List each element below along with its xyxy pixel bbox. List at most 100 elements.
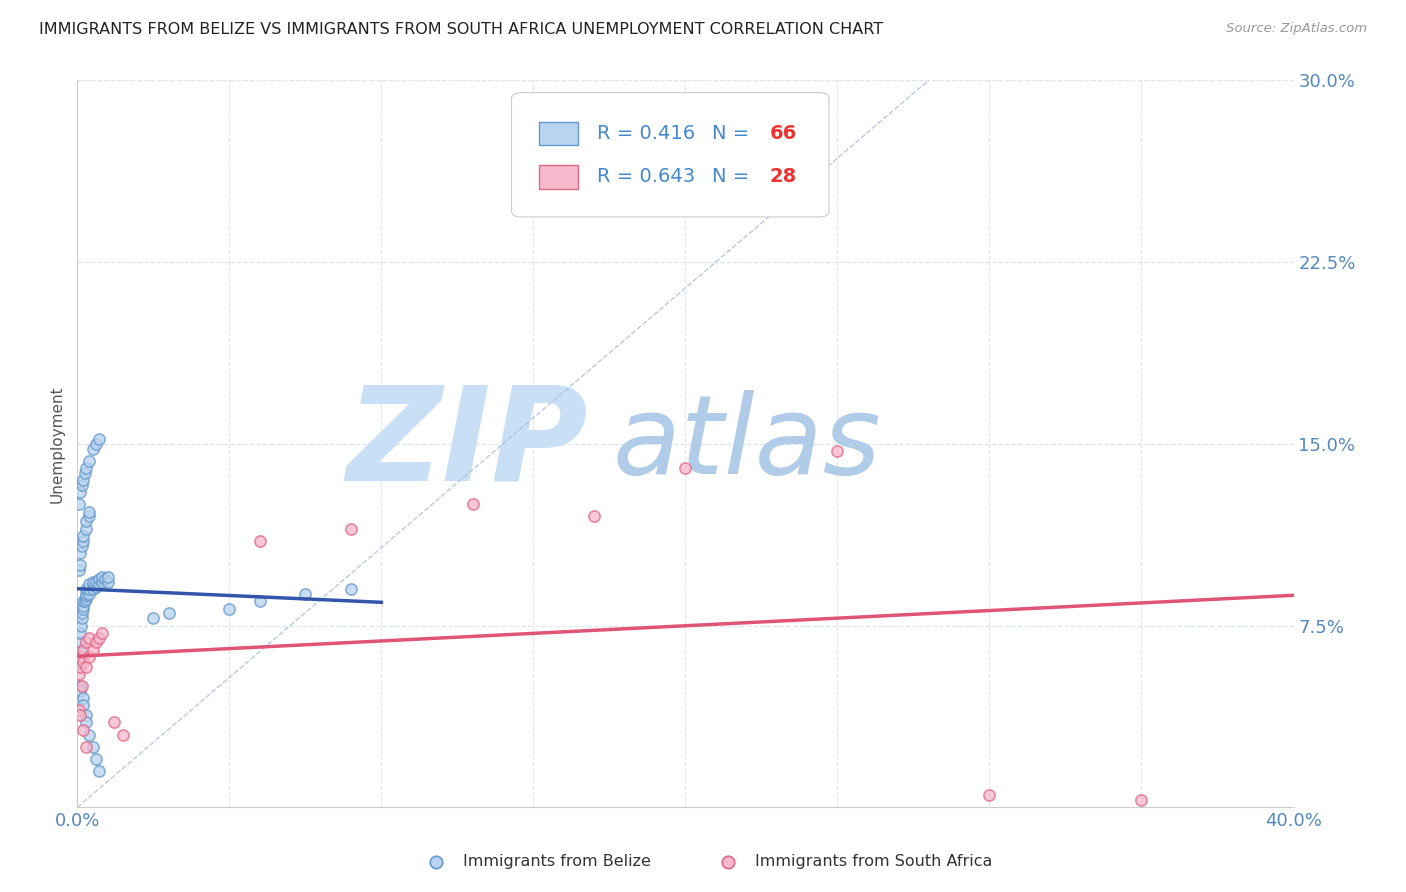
Point bbox=[69, 642, 91, 657]
Point bbox=[84, 574, 107, 589]
Point bbox=[1130, 793, 1153, 807]
Point bbox=[75, 582, 97, 596]
Point bbox=[75, 708, 97, 723]
Text: R = 0.643: R = 0.643 bbox=[596, 168, 695, 186]
Point bbox=[294, 587, 316, 601]
Point bbox=[75, 715, 97, 730]
Point bbox=[340, 522, 363, 536]
Point bbox=[70, 611, 93, 625]
Point bbox=[142, 611, 165, 625]
Text: Immigrants from Belize: Immigrants from Belize bbox=[463, 855, 651, 870]
Point bbox=[75, 635, 97, 649]
Point bbox=[75, 522, 97, 536]
Point bbox=[82, 582, 104, 596]
Text: 28: 28 bbox=[769, 168, 797, 186]
Point bbox=[67, 497, 90, 511]
Point bbox=[72, 691, 94, 706]
Point bbox=[82, 642, 104, 657]
Point bbox=[827, 444, 849, 458]
Point bbox=[84, 436, 107, 450]
Point bbox=[82, 442, 104, 456]
Point bbox=[69, 708, 91, 723]
Point bbox=[72, 698, 94, 713]
Point bbox=[70, 618, 93, 632]
Point bbox=[67, 563, 90, 577]
Point bbox=[157, 607, 180, 621]
Point bbox=[90, 625, 112, 640]
Point bbox=[72, 529, 94, 543]
Point bbox=[79, 631, 101, 645]
Text: Immigrants from South Africa: Immigrants from South Africa bbox=[755, 855, 993, 870]
Point bbox=[72, 723, 94, 737]
Point bbox=[82, 577, 104, 591]
Point bbox=[75, 587, 97, 601]
Point bbox=[90, 570, 112, 584]
Point bbox=[69, 650, 91, 665]
Point bbox=[583, 509, 606, 524]
Point bbox=[72, 594, 94, 608]
Point bbox=[84, 752, 107, 766]
Point bbox=[82, 739, 104, 754]
Text: Source: ZipAtlas.com: Source: ZipAtlas.com bbox=[1226, 22, 1367, 36]
Point bbox=[73, 466, 96, 480]
Point bbox=[87, 432, 110, 446]
Text: N =: N = bbox=[713, 124, 755, 143]
Point bbox=[87, 573, 110, 587]
FancyBboxPatch shape bbox=[540, 121, 578, 145]
Point bbox=[461, 497, 484, 511]
Point bbox=[70, 679, 93, 693]
Point bbox=[69, 659, 91, 673]
Text: N =: N = bbox=[713, 168, 755, 186]
Point bbox=[70, 478, 93, 492]
Point bbox=[72, 599, 94, 614]
Point bbox=[72, 642, 94, 657]
Point bbox=[84, 635, 107, 649]
Point bbox=[84, 580, 107, 594]
Text: IMMIGRANTS FROM BELIZE VS IMMIGRANTS FROM SOUTH AFRICA UNEMPLOYMENT CORRELATION : IMMIGRANTS FROM BELIZE VS IMMIGRANTS FRO… bbox=[39, 22, 883, 37]
Point bbox=[75, 461, 97, 475]
Point bbox=[67, 655, 90, 669]
Point bbox=[79, 509, 101, 524]
Point bbox=[87, 764, 110, 778]
Point bbox=[675, 461, 697, 475]
Point bbox=[69, 558, 91, 572]
Text: R = 0.416: R = 0.416 bbox=[596, 124, 695, 143]
Point bbox=[72, 473, 94, 487]
Point bbox=[79, 728, 101, 742]
Point bbox=[111, 728, 134, 742]
Point bbox=[340, 582, 363, 596]
Point bbox=[70, 607, 93, 621]
Point bbox=[249, 594, 271, 608]
Point bbox=[90, 574, 112, 589]
Point bbox=[69, 625, 91, 640]
Point bbox=[218, 601, 240, 615]
Text: atlas: atlas bbox=[613, 391, 882, 497]
Point bbox=[75, 659, 97, 673]
Point bbox=[79, 454, 101, 468]
Point bbox=[75, 739, 97, 754]
Point bbox=[97, 570, 120, 584]
Point bbox=[79, 587, 101, 601]
Point bbox=[73, 594, 96, 608]
Text: 66: 66 bbox=[769, 124, 797, 143]
Point bbox=[79, 582, 101, 596]
Point bbox=[75, 514, 97, 528]
Point bbox=[69, 635, 91, 649]
Point bbox=[79, 577, 101, 591]
Point bbox=[93, 573, 115, 587]
Y-axis label: Unemployment: Unemployment bbox=[49, 385, 65, 502]
Point bbox=[72, 601, 94, 615]
Point bbox=[103, 715, 125, 730]
Point bbox=[87, 577, 110, 591]
Point bbox=[69, 546, 91, 560]
Point bbox=[79, 650, 101, 665]
Point bbox=[72, 533, 94, 548]
Point bbox=[75, 590, 97, 604]
Point bbox=[69, 684, 91, 698]
Point bbox=[979, 788, 1001, 802]
Point bbox=[87, 631, 110, 645]
Point bbox=[69, 485, 91, 500]
Point bbox=[75, 591, 97, 606]
Point bbox=[79, 505, 101, 519]
Point bbox=[72, 655, 94, 669]
